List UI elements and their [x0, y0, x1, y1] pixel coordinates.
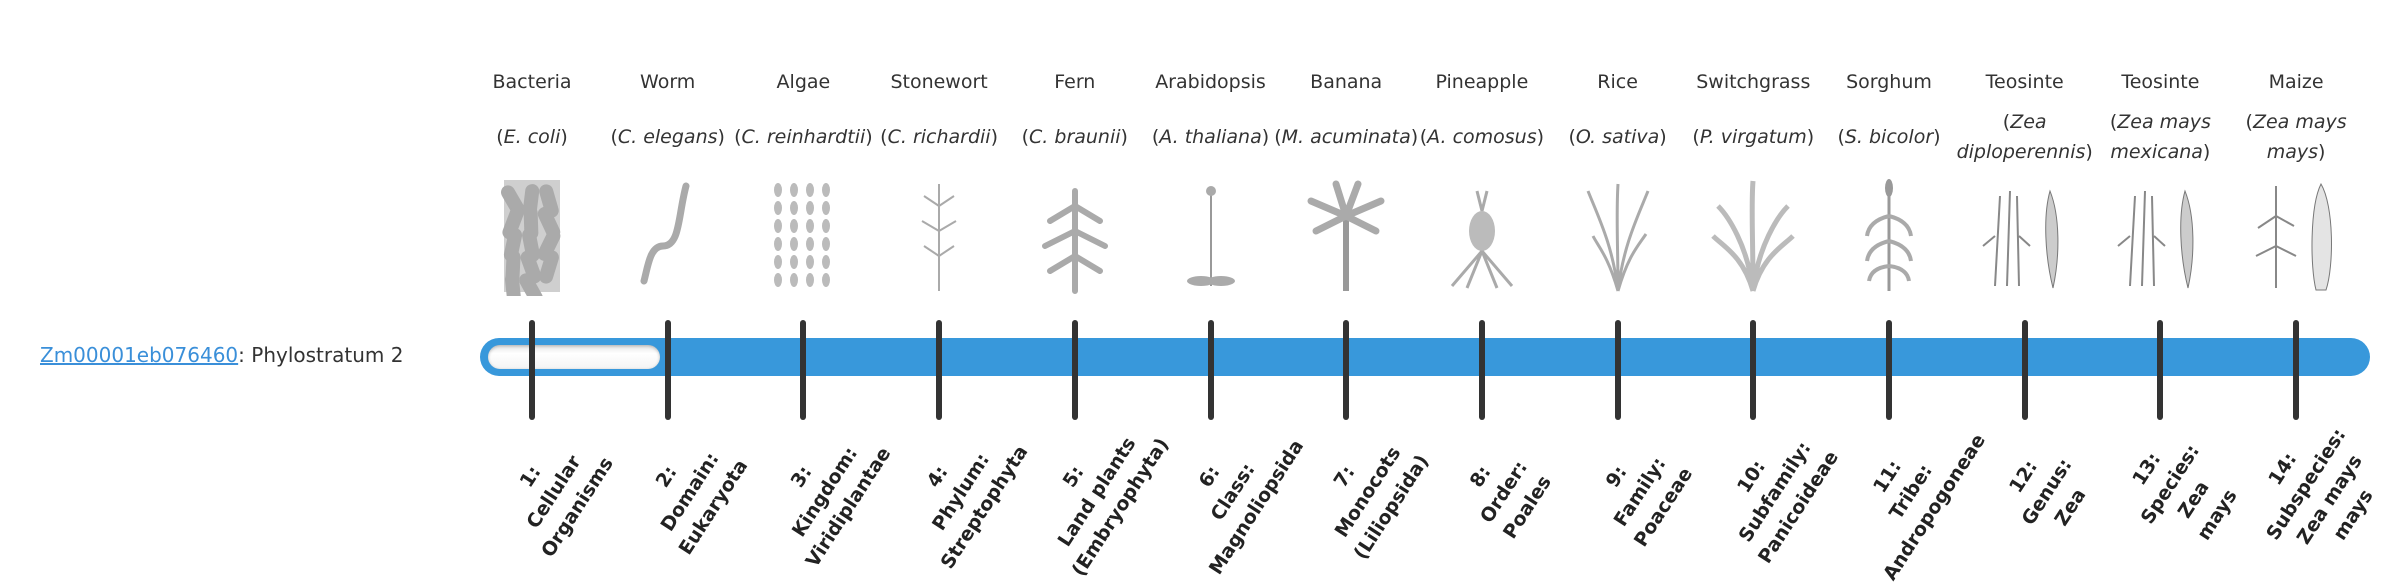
organism-species-name: A. thaliana [1152, 122, 1269, 152]
gene-id-link[interactable]: Zm00001eb076460 [40, 343, 239, 367]
organism-common-name: Teosinte [2121, 71, 2200, 93]
organism-common-name: Bacteria [492, 71, 572, 93]
organism-common-name: Rice [1597, 71, 1638, 93]
organism-species-name: Zea diploperennis [1953, 107, 2097, 167]
organism-common-name: Teosinte [1985, 71, 2064, 93]
organism-species-name: E. coli [496, 122, 568, 152]
fern-icon [1041, 188, 1108, 294]
stratum-tick-3 [800, 320, 807, 420]
stratum-label-13: 13: Species: Zea mays [2128, 440, 2243, 545]
organism-species-name: A. comosus [1420, 122, 1544, 152]
teosinte-icon [1982, 189, 2059, 289]
organism-species-name: P. virgatum [1692, 122, 1814, 152]
stratum-label-14: 14: Subspecies: Zea mays mays [2262, 424, 2378, 549]
pineapple-icon [1450, 190, 1514, 289]
stratum-label-7: 7: Monocots (Liliopsida) [1329, 442, 1434, 564]
stratum-tick-1 [529, 320, 535, 420]
banana-icon [1307, 180, 1385, 291]
bacteria-icon [501, 180, 561, 296]
worm-icon [640, 182, 690, 285]
organism-common-name: Fern [1054, 71, 1096, 93]
stratum-tick-9 [1614, 320, 1621, 420]
rice-icon [1586, 183, 1649, 292]
organism-species-name: S. bicolor [1837, 122, 1940, 152]
stratum-label-10: 10: Subfamily: Panicoideae [1733, 437, 1844, 568]
algae-icon [774, 183, 831, 287]
gene-phylostratum-label: Zm00001eb076460: Phylostratum 2 [40, 341, 403, 369]
organism-species-name: C. braunii [1022, 122, 1128, 152]
stratum-tick-13 [2157, 320, 2164, 420]
organism-common-name: Banana [1310, 71, 1383, 93]
phylostratum-text: : Phylostratum 2 [238, 343, 404, 367]
stonewort-icon [921, 184, 957, 291]
phylostratum-unfilled-segment [488, 345, 660, 369]
switchgrass-icon [1711, 180, 1796, 292]
teosinte-icon [2117, 189, 2194, 289]
organism-common-name: Arabidopsis [1155, 71, 1266, 93]
organism-common-name: Worm [640, 71, 696, 93]
organism-species-name: Zea mays mays [2224, 107, 2368, 167]
stratum-tick-12 [2021, 320, 2028, 420]
stratum-label-4: 4: Phylum: Streptophyta [922, 441, 1033, 573]
stratum-tick-11 [1886, 320, 1892, 420]
stratum-label-1: 1: Cellular Organisms [515, 451, 618, 562]
maize-icon [2255, 182, 2333, 291]
stratum-tick-4 [936, 320, 943, 420]
organism-species-name: C. reinhardtii [734, 122, 873, 152]
arabidopsis-icon [1186, 186, 1235, 286]
stratum-label-6: 6: Class: Magnoliopsida [1194, 435, 1308, 579]
stratum-tick-10 [1750, 320, 1757, 420]
stratum-label-12: 12: Genus: Zea [2004, 454, 2091, 530]
stratum-label-2: 2: Domain: Eukaryota [651, 448, 752, 559]
organism-common-name: Pineapple [1435, 71, 1529, 93]
organism-species-name: C. elegans [610, 122, 725, 152]
stratum-tick-14 [2293, 320, 2300, 420]
organism-species-name: M. acuminata [1274, 122, 1418, 152]
stratum-tick-8 [1478, 320, 1485, 420]
stratum-label-3: 3: Kingdom: Viridiplantae [787, 443, 896, 572]
organism-common-name: Switchgrass [1696, 71, 1811, 93]
stratum-label-5: 5: Land plants (Embryophyta) [1053, 433, 1174, 581]
organism-common-name: Stonewort [890, 71, 988, 93]
stratum-tick-7 [1343, 320, 1350, 420]
organism-species-name: Zea mays mexicana [2088, 107, 2232, 167]
stratum-label-11: 11: Tribe: Andropogoneae [1869, 430, 1990, 585]
organism-species-name: O. sativa [1568, 122, 1666, 152]
organism-common-name: Maize [2268, 71, 2324, 93]
organism-common-name: Sorghum [1846, 71, 1932, 93]
organism-common-name: Algae [776, 71, 831, 93]
stratum-tick-2 [664, 320, 671, 420]
stratum-label-9: 9: Family: Poaceae [1601, 453, 1697, 551]
phylostratum-bar [480, 338, 2370, 376]
stratum-label-8: 8: Order: Poales [1465, 457, 1556, 543]
stratum-tick-5 [1071, 320, 1078, 420]
sorghum-icon [1865, 179, 1913, 291]
organism-species-name: C. richardii [880, 122, 998, 152]
stratum-tick-6 [1207, 320, 1214, 420]
